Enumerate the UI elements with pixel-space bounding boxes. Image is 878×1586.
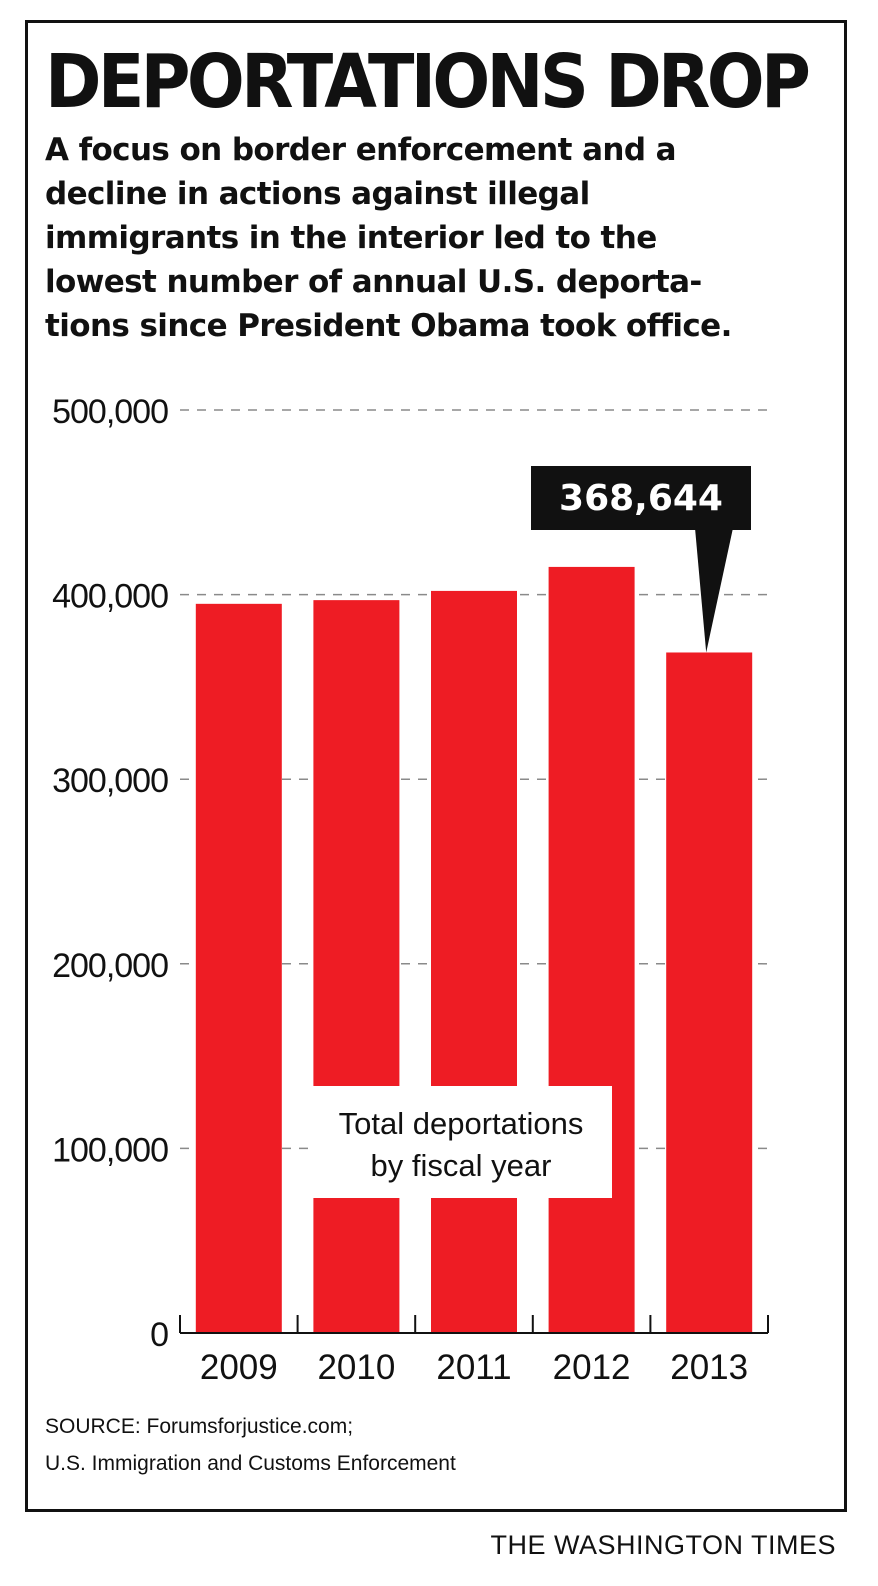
x-tick-label: 2011 [436, 1348, 511, 1387]
y-tick-label: 0 [150, 1316, 168, 1354]
bar [666, 652, 753, 1333]
bar [195, 603, 282, 1333]
inset-label-box [310, 1086, 612, 1198]
callout-label: 368,644 [559, 478, 723, 519]
source-line: SOURCE: Forumsforjustice.com; [45, 1415, 354, 1438]
x-tick-label: 2012 [553, 1348, 631, 1387]
y-tick-label: 400,000 [52, 578, 168, 616]
callout-box [531, 466, 751, 530]
subtitle-line: decline in actions against illegal [45, 176, 590, 212]
source-line: U.S. Immigration and Customs Enforcement [45, 1452, 456, 1475]
x-tick-label: 2009 [200, 1348, 278, 1387]
subtitle-line: tions since President Obama took office. [45, 308, 732, 344]
subtitle-line: A focus on border enforcement and a [45, 132, 677, 168]
subtitle-line: lowest number of annual U.S. deporta- [45, 264, 702, 300]
x-tick-label: 2010 [317, 1348, 395, 1387]
source-note: SOURCE: Forumsforjustice.com; U.S. Immig… [45, 1408, 456, 1482]
y-tick-label: 200,000 [52, 947, 168, 985]
graphic-frame [25, 20, 847, 1512]
inset-label-line: by fiscal year [371, 1148, 552, 1183]
y-tick-label: 500,000 [52, 393, 168, 431]
chart-title: DEPORTATIONS DROP [45, 39, 811, 125]
chart-subtitle: A focus on border enforcement and a decl… [45, 128, 845, 348]
y-tick-label: 100,000 [52, 1131, 168, 1169]
bar [548, 566, 635, 1333]
bar [313, 600, 400, 1333]
subtitle-line: immigrants in the interior led to the [45, 220, 657, 256]
x-tick-label: 2013 [670, 1348, 748, 1387]
y-tick-label: 300,000 [52, 762, 168, 800]
bar [431, 590, 517, 1333]
publisher-credit: THE WASHINGTON TIMES [490, 1530, 836, 1560]
inset-label-line: Total deportations [339, 1106, 584, 1141]
callout-pointer [695, 528, 733, 653]
